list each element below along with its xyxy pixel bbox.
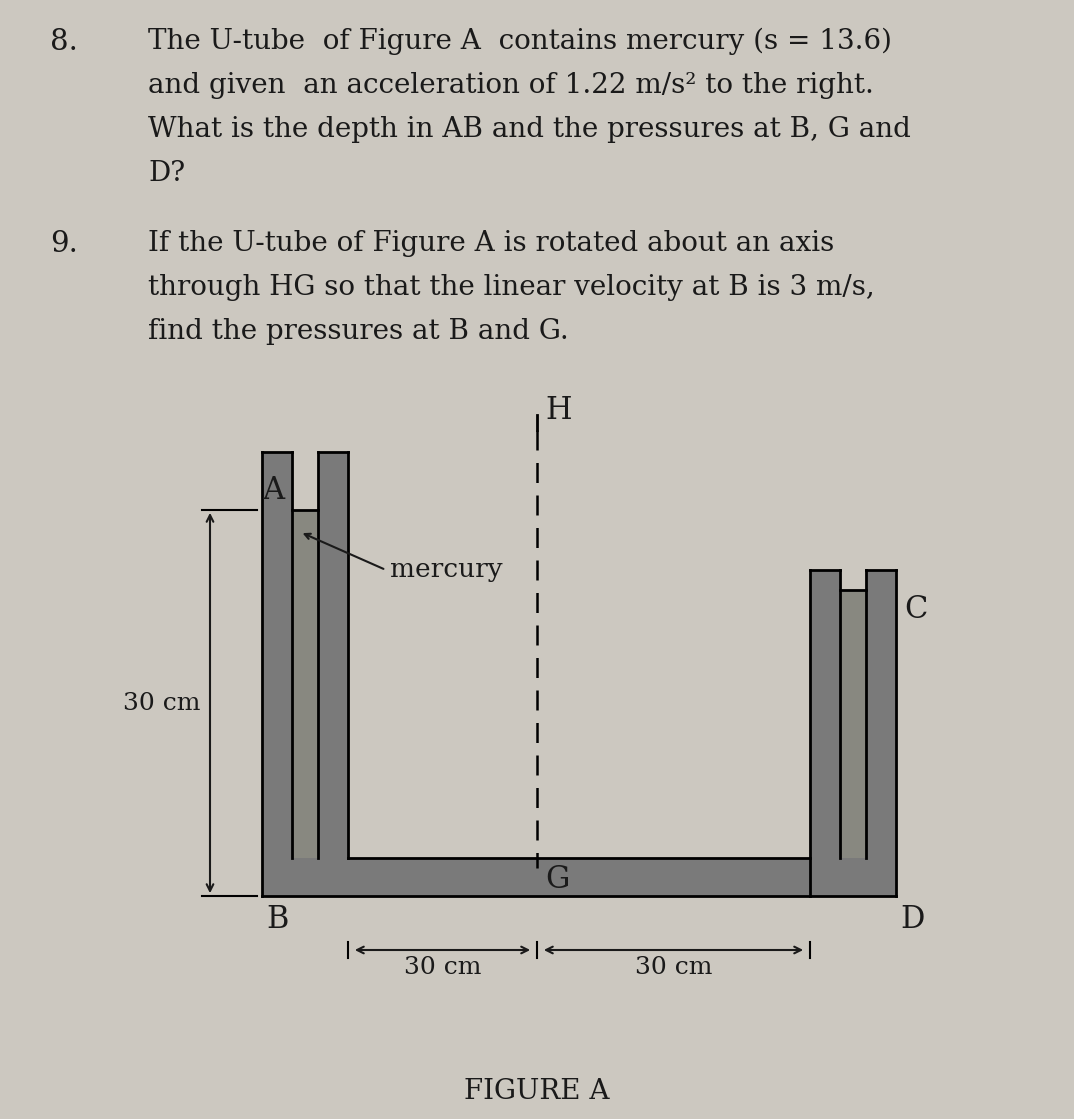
- Bar: [840, 590, 866, 858]
- Bar: [840, 570, 866, 590]
- Text: 30 cm: 30 cm: [122, 692, 200, 715]
- Text: 30 cm: 30 cm: [404, 956, 481, 979]
- Text: 8.: 8.: [50, 28, 78, 56]
- Text: D?: D?: [148, 160, 185, 187]
- Text: C: C: [904, 594, 927, 626]
- Bar: [348, 452, 810, 858]
- Text: through HG so that the linear velocity at B is 3 m/s,: through HG so that the linear velocity a…: [148, 274, 874, 301]
- Text: The U-tube  of Figure A  contains mercury (s = 13.6): The U-tube of Figure A contains mercury …: [148, 28, 892, 55]
- Text: If the U-tube of Figure A is rotated about an axis: If the U-tube of Figure A is rotated abo…: [148, 231, 834, 257]
- Bar: [262, 858, 896, 896]
- Text: 9.: 9.: [50, 231, 78, 258]
- Text: What is the depth in AB and the pressures at B, G and: What is the depth in AB and the pressure…: [148, 116, 911, 143]
- Text: D: D: [900, 904, 925, 935]
- Text: mercury: mercury: [390, 557, 503, 583]
- Bar: [262, 452, 292, 896]
- Bar: [292, 452, 318, 510]
- Text: 30 cm: 30 cm: [635, 956, 712, 979]
- Text: and given  an acceleration of 1.22 m/s² to the right.: and given an acceleration of 1.22 m/s² t…: [148, 72, 874, 98]
- Text: A: A: [262, 474, 284, 506]
- Bar: [810, 570, 840, 858]
- Bar: [292, 510, 318, 858]
- Text: G: G: [545, 864, 569, 895]
- Bar: [866, 570, 896, 896]
- Text: H: H: [545, 395, 571, 426]
- Text: find the pressures at B and G.: find the pressures at B and G.: [148, 318, 569, 345]
- Text: FIGURE A: FIGURE A: [464, 1078, 610, 1104]
- Text: B: B: [266, 904, 289, 935]
- Bar: [318, 452, 348, 858]
